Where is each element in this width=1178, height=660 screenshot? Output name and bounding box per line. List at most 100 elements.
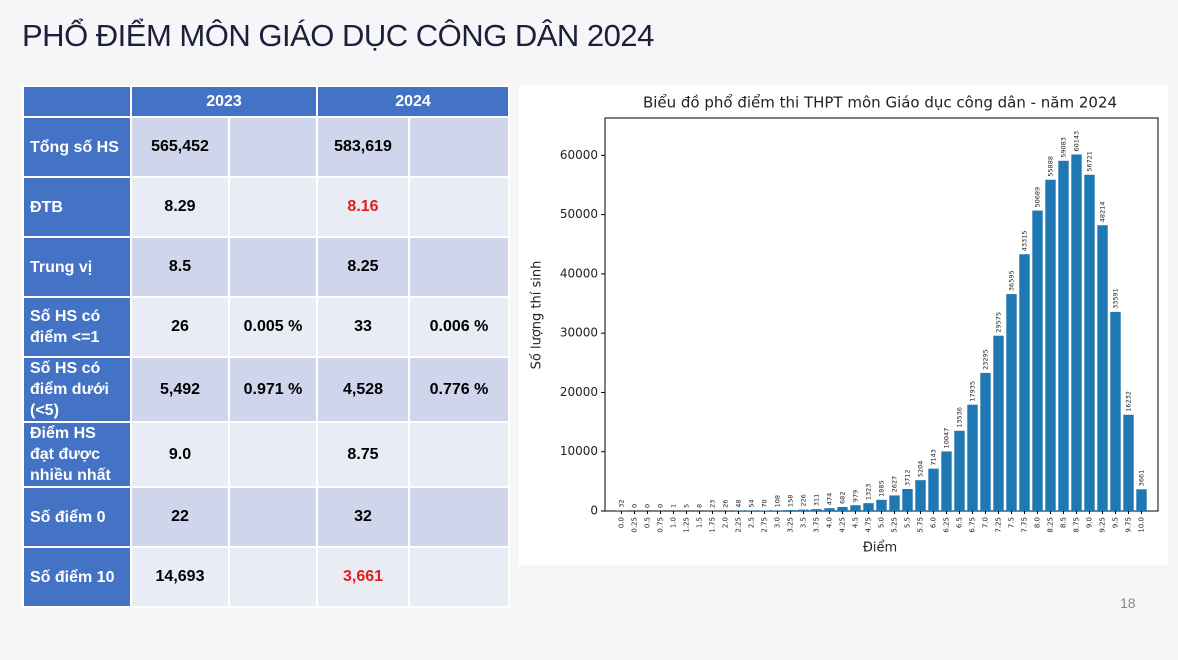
- table-cell: 32: [316, 486, 410, 548]
- x-tick-label: 9.5: [1112, 517, 1120, 528]
- x-tick-label: 4.75: [865, 517, 873, 533]
- bar: [928, 468, 939, 511]
- row-label: Số HS có điểm <=1: [22, 296, 132, 358]
- x-tick-label: 7.25: [995, 517, 1003, 533]
- value-label: 0: [657, 504, 665, 508]
- table-row: Số HS có điểm <=1 26 0.005 % 33 0.006 %: [22, 296, 510, 358]
- value-label: 3712: [904, 469, 912, 486]
- slide-title: PHỔ ĐIỂM MÔN GIÁO DỤC CÔNG DÂN 2024: [22, 18, 654, 53]
- y-tick-label: 20000: [560, 385, 598, 399]
- x-tick-label: 9.25: [1099, 517, 1107, 533]
- chart-title: Biểu đồ phổ điểm thi THPT môn Giáo dục c…: [643, 94, 1117, 112]
- table-row: Số điểm 0 22 32: [22, 486, 510, 548]
- row-label: Trung vị: [22, 236, 132, 298]
- bar: [1058, 160, 1069, 511]
- row-label: Tổng số HS: [22, 116, 132, 178]
- x-tick-label: 6.25: [943, 517, 951, 533]
- x-tick-label: 5.25: [891, 517, 899, 533]
- bar: [1006, 294, 1017, 511]
- value-label: 56721: [1086, 151, 1094, 172]
- x-tick-label: 2.5: [748, 517, 756, 528]
- value-label: 16232: [1125, 391, 1133, 412]
- x-tick-label: 8.5: [1060, 517, 1068, 528]
- y-tick-label: 60000: [560, 148, 598, 162]
- y-tick-label: 40000: [560, 266, 598, 280]
- x-tick-label: 0.5: [644, 517, 652, 528]
- table-cell: [228, 421, 318, 488]
- x-tick-label: 9.0: [1086, 517, 1094, 528]
- page-number: 18: [1120, 595, 1136, 611]
- value-label: 7143: [930, 449, 938, 466]
- table-cell: [228, 486, 318, 548]
- value-label: 158: [787, 495, 795, 507]
- table-cell: 565,452: [130, 116, 230, 178]
- x-tick-label: 6.5: [956, 517, 964, 528]
- table-cell: 14,693: [130, 546, 230, 608]
- bar: [915, 480, 926, 511]
- x-tick-label: 1.25: [683, 517, 691, 533]
- value-label: 0: [644, 504, 652, 508]
- table-cell: [228, 546, 318, 608]
- value-label: 23295: [982, 349, 990, 370]
- table-cell: [408, 176, 510, 238]
- table-row: Số điểm 10 14,693 3,661: [22, 546, 510, 608]
- value-label: 26: [722, 500, 730, 508]
- value-label: 48214: [1099, 202, 1107, 223]
- table-cell: [408, 486, 510, 548]
- y-tick-label: 0: [590, 504, 598, 518]
- y-tick-label: 50000: [560, 207, 598, 221]
- value-label: 55888: [1047, 156, 1055, 177]
- bar: [889, 495, 900, 511]
- bar: [785, 510, 796, 511]
- table-cell: 8.5: [130, 236, 230, 298]
- table-cell: 3,661: [316, 546, 410, 608]
- row-label: Số điểm 10: [22, 546, 132, 608]
- value-label: 1: [670, 504, 678, 508]
- x-tick-label: 1.5: [696, 517, 704, 528]
- bar: [863, 503, 874, 511]
- value-label: 54: [748, 499, 756, 507]
- value-label: 2627: [891, 476, 899, 493]
- bar: [1097, 225, 1108, 511]
- value-label: 108: [774, 495, 782, 507]
- value-label: 48: [735, 499, 743, 507]
- y-tick-label: 10000: [560, 444, 598, 458]
- bar: [1084, 174, 1095, 511]
- table-row: Trung vị 8.5 8.25: [22, 236, 510, 298]
- x-tick-label: 0.75: [657, 517, 665, 533]
- x-tick-label: 2.75: [761, 517, 769, 533]
- bar: [941, 451, 952, 511]
- y-axis-label: Số lượng thí sinh: [530, 261, 545, 370]
- value-label: 23: [709, 500, 717, 508]
- bar: [1071, 154, 1082, 511]
- bar: [772, 510, 783, 511]
- x-tick-label: 3.0: [774, 517, 782, 528]
- value-label: 43315: [1021, 231, 1029, 252]
- x-tick-label: 8.0: [1034, 517, 1042, 528]
- x-tick-label: 10.0: [1138, 517, 1146, 533]
- table-row: ĐTB 8.29 8.16: [22, 176, 510, 238]
- bar: [824, 508, 835, 511]
- x-tick-label: 7.75: [1021, 517, 1029, 533]
- corner-cell: [22, 85, 132, 118]
- value-label: 70: [761, 499, 769, 507]
- value-label: 979: [852, 490, 860, 502]
- x-tick-label: 2.25: [735, 517, 743, 533]
- value-label: 311: [813, 494, 821, 506]
- x-tick-label: 0.0: [618, 517, 626, 528]
- x-tick-label: 7.5: [1008, 517, 1016, 528]
- x-tick-label: 3.25: [787, 517, 795, 533]
- table-cell: [408, 236, 510, 298]
- bar: [954, 430, 965, 511]
- bar: [902, 488, 913, 511]
- value-label: 50689: [1034, 187, 1042, 208]
- x-tick-label: 5.5: [904, 517, 912, 528]
- bar: [850, 505, 861, 511]
- x-tick-label: 1.0: [670, 517, 678, 528]
- header-row: 2023 2024: [22, 85, 510, 118]
- value-label: 13536: [956, 407, 964, 428]
- table-cell: [228, 176, 318, 238]
- table-row: Số HS có điểm dưới (<5) 5,492 0.971 % 4,528…: [22, 356, 510, 423]
- value-label: 226: [800, 494, 808, 506]
- table-cell: 8.29: [130, 176, 230, 238]
